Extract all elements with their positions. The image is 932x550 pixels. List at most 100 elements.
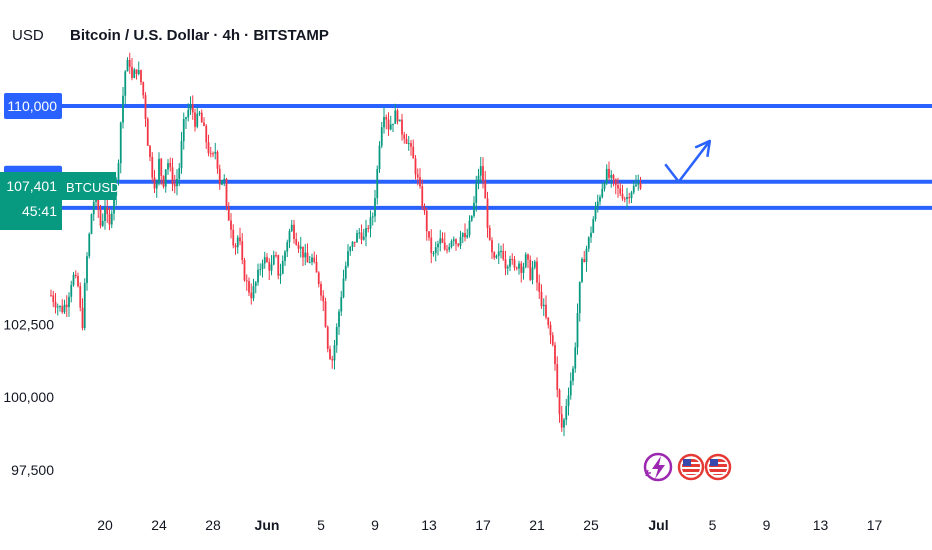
candle-body (241, 241, 244, 260)
projection-arrow-head[interactable] (694, 139, 712, 157)
candle-body (281, 260, 284, 274)
candle-body (297, 244, 300, 249)
candle-body (412, 146, 415, 159)
candle-body (290, 224, 293, 232)
candle-body (153, 177, 156, 189)
candle-body (513, 259, 516, 268)
candle-body (56, 306, 59, 308)
candle-body (77, 276, 79, 286)
projection-annotation[interactable] (664, 139, 712, 183)
candle-body (592, 219, 595, 233)
current-price-label: 107,401 (6, 178, 57, 194)
candle-body (178, 168, 181, 179)
currency-label[interactable]: USD (12, 27, 44, 44)
us-flag-event-icon[interactable] (677, 453, 705, 481)
candle-body (466, 235, 469, 238)
candle-body (122, 95, 124, 123)
x-tick-label: 25 (583, 517, 599, 533)
candle-body (277, 255, 280, 276)
candle-body (205, 125, 208, 143)
projection-arrow-line[interactable] (664, 140, 711, 183)
candle-body (538, 282, 541, 292)
candle-body (407, 143, 410, 145)
candle-body (155, 182, 158, 189)
candle-body (356, 233, 358, 243)
candle-body (457, 243, 460, 246)
candle-body (108, 214, 111, 225)
candle-body (626, 197, 628, 199)
candle-body (214, 151, 217, 154)
candle-body (542, 304, 545, 307)
candle-body (171, 167, 174, 185)
candle-body (635, 184, 637, 187)
candle-body (396, 110, 399, 122)
candle-body (70, 285, 73, 297)
x-tick-label: 17 (867, 517, 883, 533)
candle-body (322, 295, 325, 302)
candle-body (272, 255, 275, 265)
candle-body (425, 210, 428, 232)
level-label: 110,000 (7, 98, 57, 114)
candle-body (221, 180, 223, 185)
candle-body (299, 246, 302, 249)
candle-body (486, 198, 489, 228)
candle-body (617, 185, 619, 189)
candle-body (360, 232, 363, 240)
candle-body (142, 82, 145, 96)
candle-body (79, 285, 82, 308)
candle-body (315, 261, 318, 273)
candle-body (441, 238, 444, 243)
candle-body (560, 414, 563, 428)
candle-body (567, 395, 570, 407)
candle-body (113, 195, 115, 214)
candle-body (306, 252, 309, 263)
candle-body (549, 324, 552, 336)
candle-body (518, 263, 520, 269)
chart-title: Bitcoin / U.S. Dollar · 4h · BITSTAMP (70, 27, 329, 44)
candle-body (639, 183, 642, 189)
candle-body (92, 201, 95, 215)
candle-body (536, 261, 538, 283)
candle-body (326, 326, 329, 349)
candle-body (250, 292, 253, 299)
candle-body (477, 175, 480, 184)
lightning-event-icon[interactable] (643, 452, 673, 482)
x-tick-label: 9 (371, 517, 379, 533)
candle-body (495, 255, 498, 258)
symbol-badge-box (62, 172, 116, 200)
candle-body (443, 242, 446, 250)
candle-body (378, 145, 381, 170)
candle-body (522, 266, 525, 273)
candle-body (596, 201, 599, 208)
level-lines[interactable] (62, 104, 932, 210)
candle-body (182, 119, 185, 142)
candle-body (173, 184, 176, 187)
candle-body (158, 158, 160, 183)
candle-body (212, 153, 214, 155)
candle-body (628, 197, 631, 199)
candle-body (432, 253, 435, 255)
candle-body (164, 169, 167, 187)
candle-body (128, 59, 131, 67)
candle-body (331, 359, 334, 361)
candle-body (72, 274, 75, 286)
candle-body (430, 237, 433, 254)
candle-body (239, 237, 241, 242)
candle-body (637, 183, 640, 185)
candle-body (270, 264, 273, 271)
candle-body (502, 250, 505, 260)
candle-body (317, 272, 320, 285)
candle-body (54, 301, 57, 308)
symbol-label: BTCUSD (66, 180, 119, 195)
candle-body (304, 252, 307, 258)
candle-body (302, 246, 304, 258)
candle-body (344, 265, 347, 279)
x-tick-label: 13 (813, 517, 829, 533)
candle-body (428, 231, 430, 238)
candle-body (324, 301, 327, 327)
candle-body (194, 112, 196, 127)
candle-body (223, 178, 226, 181)
candle-body (473, 202, 475, 216)
us-flag-event-icon[interactable] (704, 453, 732, 481)
